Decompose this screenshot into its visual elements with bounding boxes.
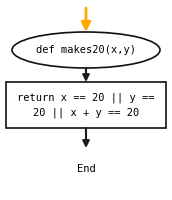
Text: End: End: [77, 164, 95, 174]
Text: return x == 20 || y ==
20 || x + y == 20: return x == 20 || y == 20 || x + y == 20: [17, 92, 155, 117]
Bar: [67, 150, 105, 188]
Bar: [6, 82, 166, 128]
Ellipse shape: [12, 32, 160, 68]
Text: def makes20(x,y): def makes20(x,y): [36, 45, 136, 55]
